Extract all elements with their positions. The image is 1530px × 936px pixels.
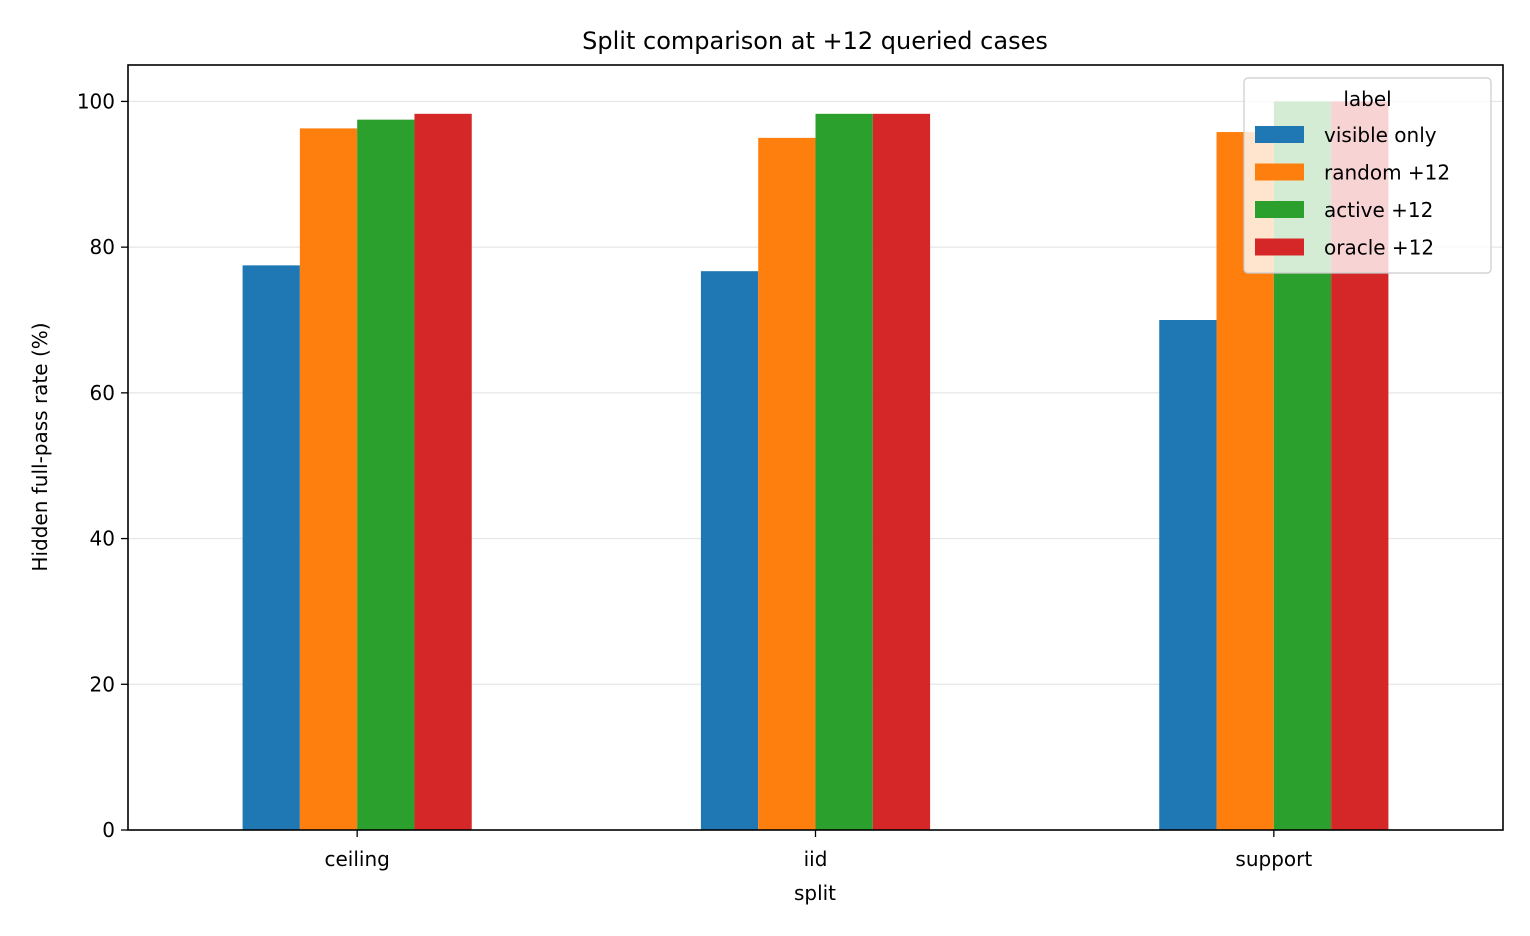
legend: label visible only random +12 active +12 ora…	[1243, 77, 1492, 274]
bars	[242, 101, 1389, 831]
y-tick-label: 20	[90, 672, 115, 696]
legend-box	[1243, 77, 1492, 274]
x-tick-label: iid	[804, 847, 828, 871]
bar-ceiling-series-4	[414, 113, 472, 831]
y-tick-label: 60	[90, 381, 115, 405]
legend-swatch	[1255, 126, 1304, 143]
legend-swatch	[1255, 238, 1304, 256]
chart-title: Split comparison at +12 queried cases	[582, 27, 1048, 55]
bar-ceiling-series-2	[299, 128, 358, 830]
legend-label: active +12	[1324, 198, 1433, 222]
x-axis-label: split	[794, 881, 836, 905]
bar-ceiling-series-3	[357, 119, 415, 830]
bar-iid-series-3	[815, 113, 873, 831]
y-tick-label: 100	[77, 89, 115, 113]
bar-iid-series-2	[758, 137, 816, 830]
y-axis-label: Hidden full-pass rate (%)	[28, 322, 52, 571]
bar-ceiling-series-1	[242, 265, 300, 830]
y-tick-label: 80	[90, 235, 115, 259]
y-axis: 0 20 40 60 80 100	[77, 89, 128, 842]
x-tick-label: support	[1235, 847, 1312, 871]
legend-title: label	[1343, 87, 1391, 111]
legend-label: visible only	[1324, 123, 1437, 147]
bar-iid-series-1	[700, 271, 759, 831]
x-tick-label: ceiling	[324, 847, 389, 871]
bar-support-series-1	[1159, 320, 1217, 830]
bar-iid-series-4	[872, 113, 931, 831]
legend-swatch	[1255, 201, 1304, 218]
legend-label: random +12	[1324, 161, 1450, 185]
x-axis: ceiling iid support	[324, 830, 1312, 871]
y-tick-label: 0	[102, 818, 115, 842]
y-tick-label: 40	[90, 527, 115, 551]
legend-swatch	[1255, 163, 1304, 181]
legend-label: oracle +12	[1324, 236, 1434, 260]
